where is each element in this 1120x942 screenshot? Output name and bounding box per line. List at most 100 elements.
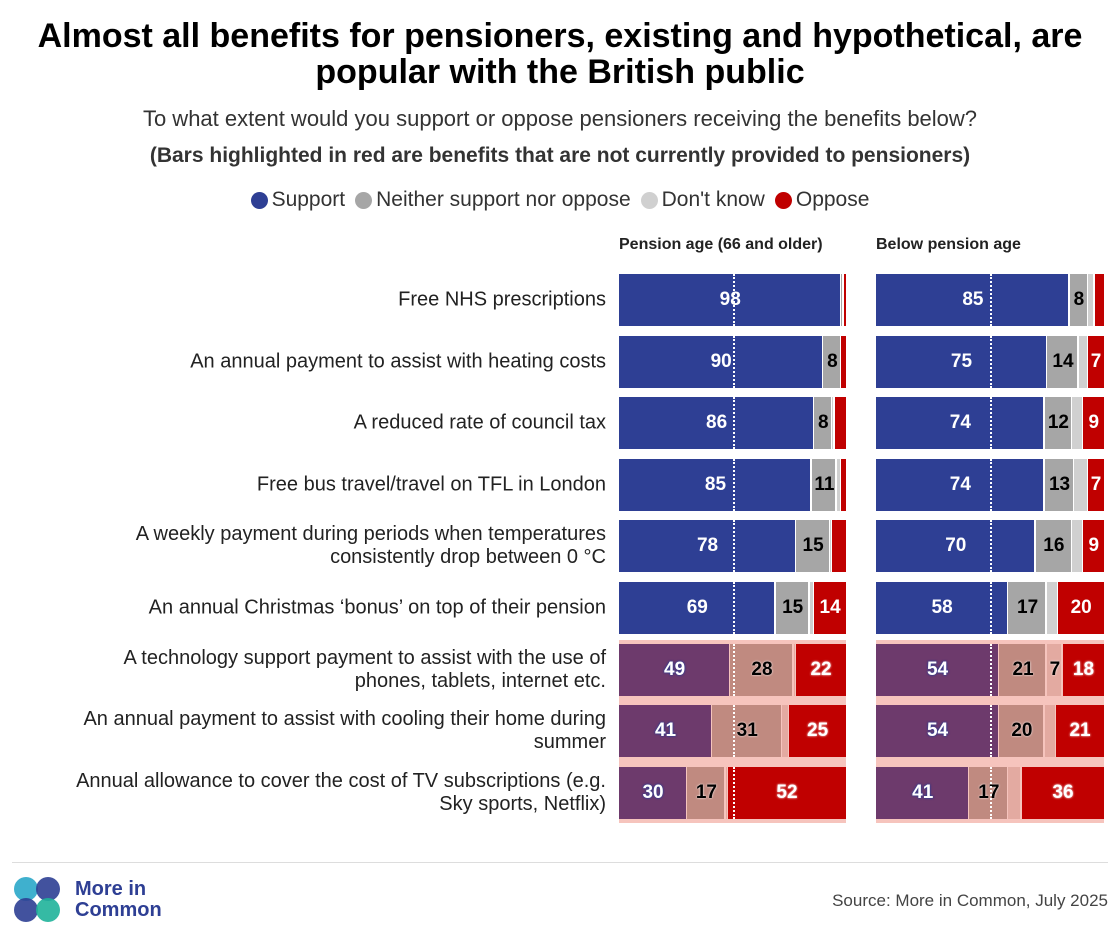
bar-segment: [876, 643, 998, 696]
value-label: 8: [818, 412, 829, 434]
value-label: 20: [1070, 597, 1092, 618]
value-label: 41: [654, 720, 677, 742]
bar-segment: [823, 335, 840, 388]
legend-item: Oppose: [774, 188, 870, 212]
bar-segment: [619, 520, 795, 573]
value-label: 54: [926, 658, 949, 680]
value-label: 52: [776, 781, 798, 803]
bar-segment: [793, 643, 795, 696]
bar-segment: [841, 274, 843, 326]
value-label: 17: [978, 781, 1000, 803]
value-label: 20: [1011, 720, 1033, 742]
reference-line: [732, 520, 735, 573]
bar-segment: [1062, 643, 1104, 696]
value-label: 70: [945, 535, 967, 557]
legend: Support Neither support nor oppose Don't k…: [0, 188, 1120, 212]
bar-segment: [814, 397, 831, 450]
value-label: 11: [814, 473, 835, 495]
bar-segment: [796, 520, 829, 573]
reference-line: [732, 705, 735, 758]
bar-segment: [789, 705, 846, 758]
legend-item: Don't know: [640, 188, 765, 212]
legend-item: Neither support nor oppose: [355, 188, 631, 212]
value-label: 31: [736, 720, 758, 742]
bar-segment: [727, 766, 846, 819]
bar-segment: [814, 582, 846, 634]
reference-line: [990, 766, 992, 819]
reference-line: [990, 458, 992, 511]
bar-segment: [619, 582, 775, 634]
bar-segment: [811, 458, 836, 511]
category-label: A weekly payment during periods when tem…: [135, 523, 606, 569]
category-label: Annual allowance to cover the cost of TV…: [76, 769, 606, 815]
bar-segment: [836, 458, 840, 511]
footer-rule: [12, 862, 1108, 863]
bar-segment: [1047, 335, 1078, 388]
panel-title: Below pension age: [876, 236, 1021, 253]
reference-line: [990, 582, 992, 634]
category-label: An annual Christmas ‘bonus’ on top of th…: [148, 596, 606, 619]
value-label: 17: [1017, 597, 1039, 618]
value-label: 15: [802, 535, 824, 557]
bar-segment: [619, 458, 811, 511]
bar-segment: [1008, 766, 1021, 819]
bar-segment: [1083, 520, 1104, 573]
bar-segment: [1088, 458, 1104, 511]
value-label: 28: [751, 658, 773, 680]
bar-segment: [619, 705, 711, 758]
value-label: 74: [949, 412, 971, 434]
legend-label: Oppose: [795, 188, 870, 211]
value-label: 90: [710, 350, 732, 372]
legend-swatch: [355, 191, 373, 209]
value-label: 49: [664, 658, 686, 680]
value-label: 14: [819, 597, 841, 618]
bar-segment: [725, 766, 727, 819]
legend-swatch: [250, 191, 268, 209]
legend-item: Support: [250, 188, 345, 212]
bar-segment: [1056, 705, 1104, 758]
bar-segment: [619, 274, 840, 326]
reference-line: [732, 335, 735, 388]
bar-segment: [619, 335, 822, 388]
value-label: 85: [704, 473, 727, 495]
bar-segment: [841, 458, 846, 511]
bar-segment: [619, 766, 686, 819]
value-label: 13: [1048, 473, 1071, 495]
bar-segment: [687, 766, 725, 819]
value-label: 14: [1052, 350, 1074, 372]
reference-line: [732, 274, 735, 326]
reference-line: [990, 274, 992, 326]
bar-segment: [969, 766, 1007, 819]
source: Source: More in Common, July 2025: [832, 891, 1108, 910]
reference-line: [732, 766, 735, 819]
bar-segment: [832, 520, 846, 573]
value-label: 78: [696, 535, 719, 557]
legend-label: Neither support nor oppose: [376, 188, 631, 211]
bar-segment: [1074, 458, 1087, 511]
value-label: 21: [1069, 720, 1091, 742]
value-label: 7: [1090, 350, 1102, 372]
bar-segment: [1072, 397, 1082, 450]
bar-segment: [619, 397, 813, 450]
value-label: 30: [642, 781, 664, 803]
value-label: 22: [810, 658, 832, 680]
value-label: 74: [949, 473, 971, 495]
value-label: 41: [912, 781, 934, 803]
logo-text: More in Common: [75, 878, 162, 921]
value-label: 69: [686, 597, 708, 618]
value-label: 7: [1090, 473, 1102, 495]
value-label: 85: [962, 289, 984, 310]
value-label: 54: [926, 720, 949, 742]
bar-segment: [775, 582, 809, 634]
bar-segment: [1008, 582, 1046, 634]
legend-label: Don't know: [661, 188, 765, 211]
bar-segment: [712, 705, 781, 758]
reference-line: [732, 643, 735, 696]
bar-segment: [876, 335, 1046, 388]
value-label: 86: [706, 412, 728, 434]
value-label: 58: [931, 597, 953, 618]
value-label: 8: [827, 350, 838, 372]
logo-icon: [14, 877, 60, 922]
value-label: 75: [950, 350, 973, 372]
